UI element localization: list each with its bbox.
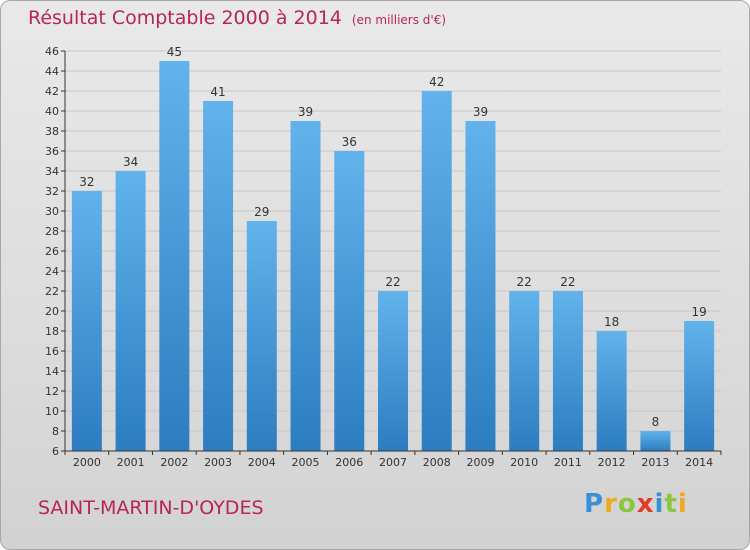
logo-letter: t <box>664 489 678 519</box>
bar <box>203 101 234 451</box>
bar <box>640 431 671 451</box>
bar <box>246 221 277 451</box>
proxiti-logo: Proxiti <box>584 489 688 519</box>
x-tick-label: 2003 <box>204 456 232 469</box>
y-tick-label: 24 <box>45 265 59 278</box>
x-tick-label: 2009 <box>466 456 494 469</box>
logo-letter: i <box>654 489 665 519</box>
bar <box>159 61 190 451</box>
bar <box>596 331 627 451</box>
data-label: 29 <box>254 205 269 219</box>
data-label: 34 <box>123 155 138 169</box>
data-label: 22 <box>517 275 532 289</box>
chart-title-text: Résultat Comptable 2000 à 2014 <box>28 7 342 29</box>
y-tick-label: 32 <box>45 185 59 198</box>
x-tick-label: 2001 <box>117 456 145 469</box>
data-label: 22 <box>385 275 400 289</box>
x-tick-label: 2002 <box>160 456 188 469</box>
bar <box>71 191 102 451</box>
x-tick-label: 2014 <box>685 456 713 469</box>
bar <box>684 321 715 451</box>
y-tick-label: 44 <box>45 65 59 78</box>
bar <box>378 291 408 451</box>
x-axis-ticks: 2000 2001 2002 2003 2004 2005 2006 2007 2008 2009… <box>64 451 722 469</box>
x-tick-label: 2007 <box>379 456 407 469</box>
y-tick-label: 42 <box>45 85 59 98</box>
x-tick-label: 2004 <box>248 456 276 469</box>
data-labels: 32 34 45 41 29 39 36 22 42 39 22 22 18 8 19 <box>79 45 707 429</box>
y-tick-label: 16 <box>45 345 59 358</box>
data-label: 8 <box>652 415 660 429</box>
y-tick-label: 46 <box>45 45 59 58</box>
x-tick-label: 2012 <box>598 456 626 469</box>
logo-letter: r <box>604 489 618 519</box>
logo-letter: o <box>617 489 637 519</box>
y-tick-label: 12 <box>45 385 59 398</box>
bar <box>509 291 540 451</box>
data-label: 41 <box>210 85 225 99</box>
y-tick-label: 30 <box>45 205 59 218</box>
y-tick-label: 28 <box>45 225 59 238</box>
logo-letter: x <box>636 489 655 519</box>
data-label: 36 <box>342 135 357 149</box>
data-label: 39 <box>298 105 313 119</box>
data-label: 19 <box>691 305 706 319</box>
bar <box>465 121 496 451</box>
bar <box>421 91 452 451</box>
x-tick-label: 2006 <box>335 456 363 469</box>
chart-title: Résultat Comptable 2000 à 2014 (en millie… <box>28 7 446 29</box>
data-label: 42 <box>429 75 444 89</box>
chart-subtitle: (en milliers d'€) <box>351 13 447 27</box>
data-label: 18 <box>604 315 619 329</box>
bar <box>290 121 321 451</box>
y-tick-label: 6 <box>52 445 59 458</box>
y-tick-label: 36 <box>45 145 59 158</box>
y-tick-label: 14 <box>45 365 59 378</box>
x-tick-label: 2013 <box>641 456 669 469</box>
y-tick-label: 18 <box>45 325 59 338</box>
y-axis-ticks: 6 8 10 12 14 16 18 20 22 24 26 28 30 32 34 36 38 40 42 44 46 <box>45 45 65 458</box>
x-tick-label: 2011 <box>554 456 582 469</box>
bar <box>552 291 583 451</box>
bars <box>71 61 715 451</box>
logo-letter: i <box>677 489 688 519</box>
x-tick-label: 2005 <box>292 456 320 469</box>
y-tick-label: 34 <box>45 165 59 178</box>
y-tick-label: 8 <box>52 425 59 438</box>
y-tick-label: 10 <box>45 405 59 418</box>
y-tick-label: 22 <box>45 285 59 298</box>
y-tick-label: 38 <box>45 125 59 138</box>
data-label: 39 <box>473 105 488 119</box>
x-tick-label: 2000 <box>73 456 101 469</box>
x-tick-label: 2008 <box>423 456 451 469</box>
data-label: 32 <box>79 175 94 189</box>
bar <box>115 171 146 451</box>
logo-letter: P <box>584 489 605 519</box>
y-tick-label: 40 <box>45 105 59 118</box>
y-tick-label: 26 <box>45 245 59 258</box>
y-tick-label: 20 <box>45 305 59 318</box>
data-label: 45 <box>167 45 182 59</box>
bar <box>334 151 365 451</box>
x-tick-label: 2010 <box>510 456 538 469</box>
town-name: SAINT-MARTIN-D'OYDES <box>38 497 264 519</box>
data-label: 22 <box>560 275 575 289</box>
